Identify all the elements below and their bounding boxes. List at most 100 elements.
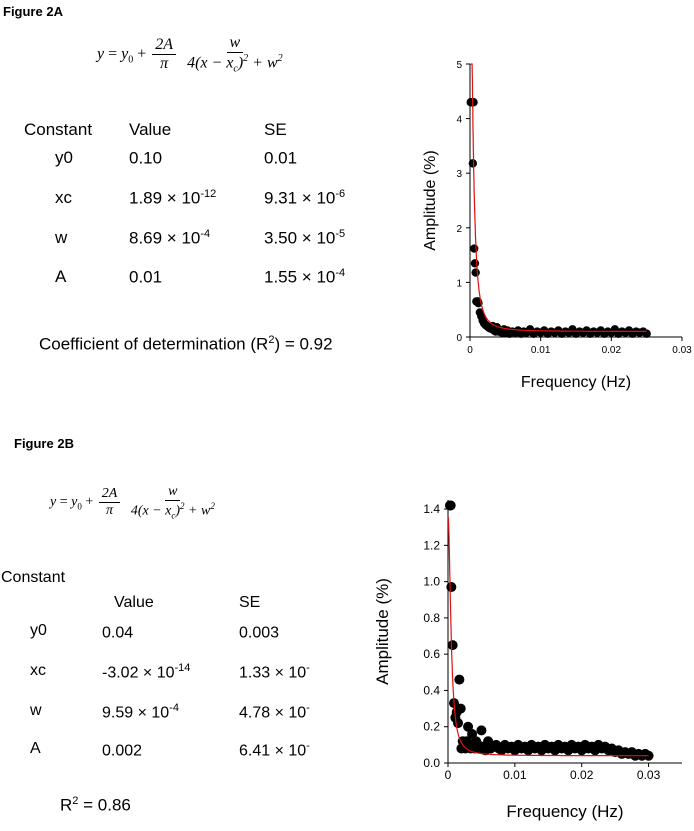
data-point <box>447 640 458 651</box>
figure-2a-title: Figure 2A <box>3 4 63 19</box>
chart-2b: 0.0 0.2 0.4 0.6 0.8 1.0 1.2 1.4 0 0.01 0.02 0.03 Fre… <box>373 500 682 821</box>
eq-y0-sub: 0 <box>128 54 134 66</box>
eq-den-pre: 4(x − x <box>130 503 172 519</box>
x-axis-label: Frequency (Hz) <box>506 802 623 821</box>
y-tick-label: 0.0 <box>423 756 440 770</box>
row-se: 0.003 <box>239 624 280 642</box>
y-tick-label: 0.8 <box>423 611 440 625</box>
y-tick-label: 1.0 <box>423 575 440 589</box>
header-se: SE <box>239 594 261 611</box>
data-point <box>454 674 465 685</box>
row-name: w <box>30 702 42 719</box>
x-tick-label: 0.03 <box>672 345 692 356</box>
y-tick-label: 4 <box>456 115 462 126</box>
data-point <box>446 582 457 593</box>
x-tick-label: 0.02 <box>602 345 622 356</box>
row-value: 0.01 <box>129 267 163 287</box>
y-axis-label: Amplitude (%) <box>373 578 392 685</box>
row-se: 4.78 × 10- <box>239 702 310 722</box>
eq-den-w-sq: 2 <box>277 53 283 65</box>
eq-den-post: ) <box>237 54 244 72</box>
row-name: A <box>55 267 67 286</box>
row-name: w <box>55 228 68 247</box>
eq-den-plus: + w <box>252 54 278 72</box>
x-tick-label: 0.02 <box>570 768 594 782</box>
data-point <box>470 244 479 253</box>
header-value: Value <box>114 594 154 611</box>
eq-den-sub: c <box>171 510 176 521</box>
eq-den-sq: 2 <box>180 501 185 512</box>
data-point <box>476 725 487 736</box>
x-tick-label: 0 <box>445 768 452 782</box>
figure-2b-title: Figure 2B <box>14 436 74 451</box>
row-value: 9.59 × 10-4 <box>102 702 179 722</box>
y-tick-label: 0.2 <box>423 720 440 734</box>
fit-curve <box>447 517 649 757</box>
row-value: 0.10 <box>129 148 163 168</box>
y-tick-label: 0.6 <box>423 647 440 661</box>
x-tick-label: 0 <box>467 345 473 356</box>
y-tick-label: 5 <box>456 60 462 71</box>
eq-den-sq: 2 <box>243 53 249 65</box>
row-value: 0.04 <box>102 624 134 642</box>
header-value: Value <box>129 120 172 139</box>
row-se: 6.41 × 10- <box>239 740 310 760</box>
row-se: 1.33 × 10- <box>239 662 310 682</box>
eq-den-plus: + w <box>188 503 211 519</box>
eq-w: w <box>226 34 244 54</box>
eq-den-w-sq: 2 <box>210 501 215 512</box>
row-name: y0 <box>55 148 73 167</box>
y-tick-label: 3 <box>456 169 462 180</box>
data-point <box>470 259 480 268</box>
eq-den-sub: c <box>233 63 238 75</box>
row-value: 0.002 <box>102 742 143 760</box>
header-constant: Constant <box>1 569 66 586</box>
data-point <box>468 159 478 168</box>
eq-y0: y <box>121 45 129 63</box>
eq-lhs: y <box>97 45 105 63</box>
eq-y0-sub: 0 <box>77 501 82 512</box>
eq-den-post: ) <box>175 503 181 519</box>
eq-y0: y <box>71 494 78 510</box>
row-se: 0.01 <box>264 148 298 168</box>
data-point <box>453 718 464 729</box>
row-value: 1.89 × 10-12 <box>129 188 217 208</box>
x-tick-label: 0.01 <box>503 768 527 782</box>
x-axis-label: Frequency (Hz) <box>521 374 631 391</box>
row-value: 8.69 × 10-4 <box>129 228 211 248</box>
data-point <box>642 329 651 338</box>
data-point <box>469 98 478 107</box>
row-se: 9.31 × 10-6 <box>264 188 346 208</box>
header-se: SE <box>264 120 287 139</box>
y-axis-label: Amplitude (%) <box>422 150 439 250</box>
y-tick-label: 1 <box>456 278 462 289</box>
row-name: xc <box>30 662 46 679</box>
row-se: 1.55 × 10-4 <box>264 267 346 287</box>
eq-pi: π <box>160 55 169 73</box>
y-tick-label: 2 <box>456 224 462 235</box>
figure-2a-r2: Coefficient of determination (R2) = 0.92 <box>39 334 333 354</box>
eq-pi: π <box>106 502 114 518</box>
eq-num: 2A <box>98 486 121 503</box>
figure-2b-r2: R2 = 0.86 <box>60 795 131 815</box>
data-point <box>455 703 466 714</box>
row-name: A <box>30 740 41 757</box>
row-name: y0 <box>30 622 47 639</box>
eq-num: 2A <box>152 36 177 56</box>
eq-w: w <box>165 484 181 502</box>
x-tick-label: 0.01 <box>531 345 551 356</box>
fit-curve <box>470 63 647 332</box>
header-constant: Constant <box>24 120 93 139</box>
figure-2b-equation: y = y0 + 2A π w 4(x − xc)2 + w2 <box>50 484 215 521</box>
x-tick-label: 0.03 <box>637 768 661 782</box>
y-tick-label: 0.4 <box>423 683 440 697</box>
row-name: xc <box>55 188 72 207</box>
figure-2a-equation: y = y0 + 2A π w 4(x − xc)2 + w2 <box>97 34 283 75</box>
row-se: 3.50 × 10-5 <box>264 228 346 248</box>
y-tick-label: 0 <box>456 333 462 344</box>
data-point <box>471 268 480 277</box>
data-point <box>445 500 456 511</box>
y-tick-label: 1.4 <box>423 502 440 516</box>
row-value: -3.02 × 10-14 <box>102 662 191 682</box>
eq-den-pre: 4(x − x <box>187 54 234 72</box>
